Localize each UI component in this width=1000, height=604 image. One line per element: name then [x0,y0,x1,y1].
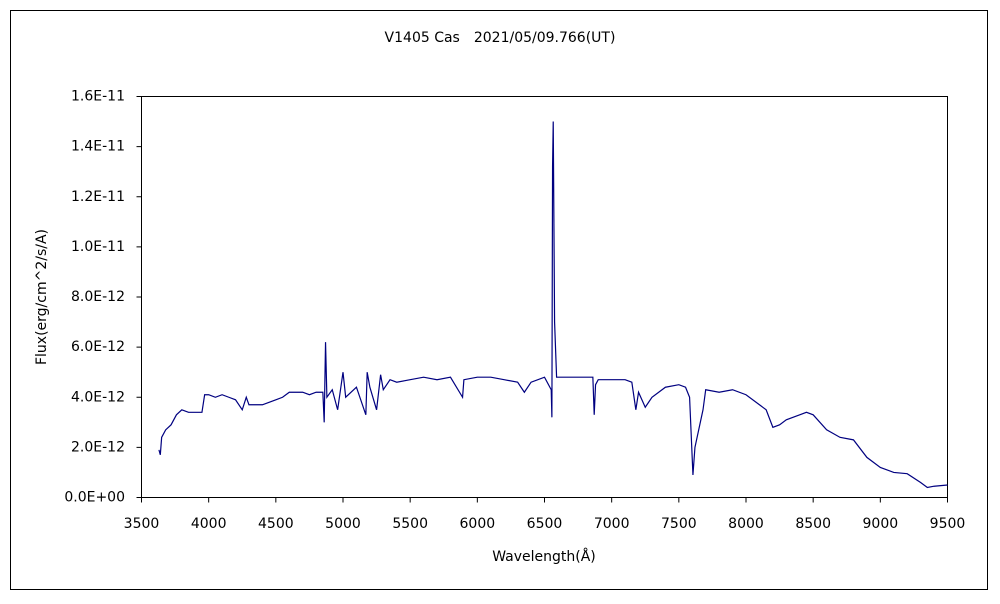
x-tick-label: 6000 [460,516,496,532]
x-tick-label: 8500 [795,516,831,532]
y-axis-label: Flux(erg/cm^2/s/A) [34,229,50,365]
x-tick-label: 4500 [258,516,294,532]
y-tick-label: 1.4E-11 [71,139,125,155]
x-tick-label: 8000 [728,516,764,532]
y-tick-label: 1.0E-11 [71,239,125,255]
x-tick-label: 9500 [930,516,966,532]
y-tick-label: 1.6E-11 [71,89,125,105]
y-tick-label: 6.0E-12 [71,339,125,355]
x-tick-label: 7000 [594,516,630,532]
x-tick-label: 5000 [325,516,361,532]
plot-area [141,96,948,498]
y-tick-label: 2.0E-12 [71,439,125,455]
x-axis-label: Wavelength(Å) [492,548,596,565]
x-tick-label: 7500 [661,516,697,532]
y-tick-label: 8.0E-12 [71,289,125,305]
x-tick-label: 5500 [392,516,428,532]
x-tick-label: 9000 [863,516,899,532]
y-tick-label: 0.0E+00 [64,490,125,506]
x-tick-label: 6500 [527,516,563,532]
y-tick-label: 4.0E-12 [71,389,125,405]
x-tick-label: 3500 [124,516,160,532]
spectrum-line [158,121,948,489]
x-tick-label: 4000 [191,516,227,532]
chart-title: V1405 Cas 2021/05/09.766(UT) [385,30,616,46]
y-tick-label: 1.2E-11 [71,189,125,205]
